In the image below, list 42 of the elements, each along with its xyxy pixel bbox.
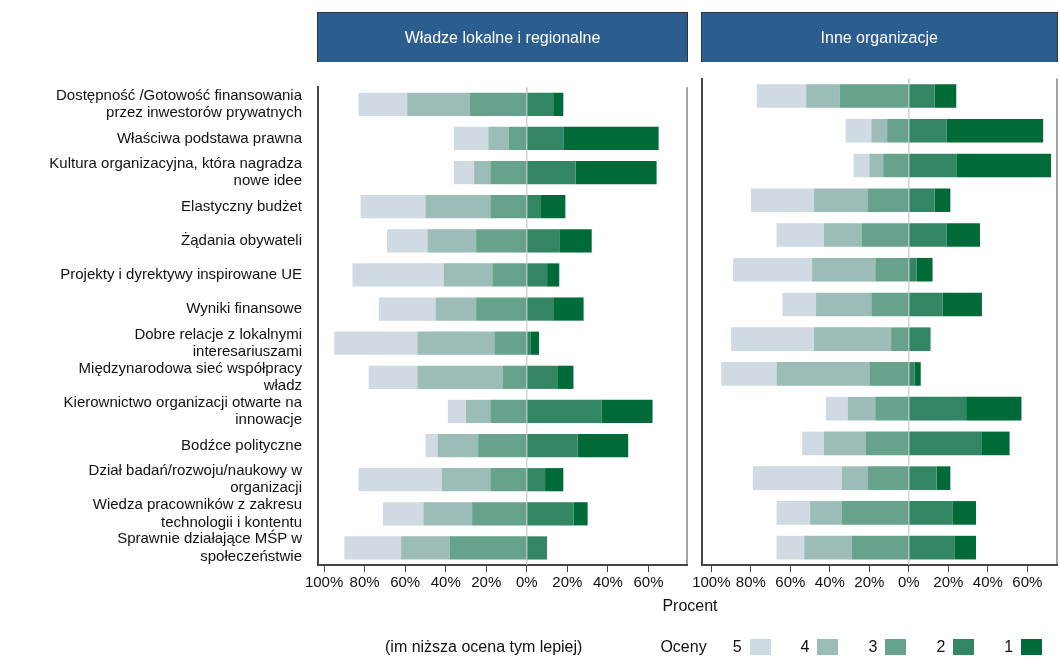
y-tick-label: Dobre relacje z lokalnymi interesariuszami xyxy=(134,324,302,359)
y-tick-label: Projekty i dyrektywy inspirowane UE xyxy=(60,265,302,283)
x-axis-title: Procent xyxy=(661,597,719,615)
legend-label: 2 xyxy=(936,638,946,656)
legend-label: 1 xyxy=(1004,638,1014,656)
x-tick-label: 60% xyxy=(633,573,664,591)
x-tick-label: 100% xyxy=(692,573,731,591)
x-tick-label: 20% xyxy=(552,573,583,591)
x-tick-label: 80% xyxy=(735,573,766,591)
legend-label: 4 xyxy=(800,638,810,656)
y-tick-label: Bodźce polityczne xyxy=(181,435,302,453)
x-tick-label: 80% xyxy=(349,573,380,591)
x-tick-label: 40% xyxy=(972,573,1003,591)
x-tick-label: 20% xyxy=(471,573,502,591)
y-tick-label: Dział badań/rozwoju/naukowy w organizacji xyxy=(88,461,303,496)
chart-title: Inne organizacje xyxy=(700,12,1058,62)
legend-title: Oceny xyxy=(660,638,707,656)
text: (im niższa ocena tym lepiej) xyxy=(385,638,583,656)
y-tick-label: Właściwa podstawa prawna xyxy=(116,128,303,146)
x-tick-label: 40% xyxy=(814,573,845,591)
x-tick-label: 60% xyxy=(1012,573,1043,591)
y-tick-label: Kultura organizacyjna, która nagradza nowe idee xyxy=(49,154,303,189)
x-tick-label: 100% xyxy=(304,573,344,591)
y-tick-label: Elastyczny budżet xyxy=(181,196,303,214)
legend-label: 5 xyxy=(732,638,742,656)
chart-title: Władze lokalne i regionalne xyxy=(317,12,688,62)
x-tick-label: 60% xyxy=(775,573,806,591)
y-tick-label: Wyniki finansowe xyxy=(186,299,302,317)
y-tick-label: Międzynarodowa sieć współpracy władz xyxy=(78,358,303,394)
y-tick-label: Dostępność /Gotowość finansowania przez inwestorów prywatnych xyxy=(56,85,303,121)
legend-label: 3 xyxy=(868,638,878,656)
y-tick-label: Żądania obywateli xyxy=(181,230,302,248)
y-tick-label: Sprawnie działające MŚP w społeczeństwie xyxy=(117,529,303,564)
x-tick-label: 40% xyxy=(430,573,461,591)
x-tick-label: 0% xyxy=(898,573,920,591)
y-tick-label: Kierownictwo organizacji otwarte na innowacje xyxy=(63,392,303,428)
x-tick-label: 20% xyxy=(854,573,885,591)
x-tick-label: 60% xyxy=(390,573,421,591)
y-tick-label: Wiedza pracowników z zakresu technologii i kontentu xyxy=(92,495,302,530)
x-tick-label: 40% xyxy=(592,573,623,591)
x-tick-label: 0% xyxy=(515,573,538,591)
x-tick-label: 20% xyxy=(933,573,964,591)
